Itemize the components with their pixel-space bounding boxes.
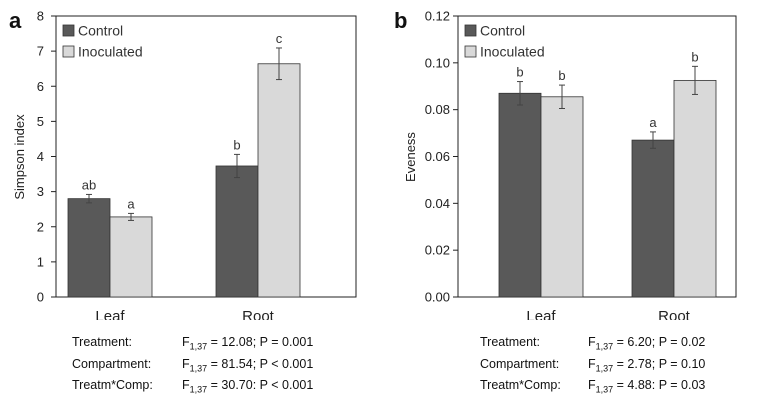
- significance-label: c: [276, 31, 283, 46]
- stat-label: Treatment:: [72, 335, 132, 349]
- stat-row-compartment-a: Compartment: F1,37 = 81.54; P < 0.001: [72, 356, 313, 378]
- y-tick-label-b: 0.12: [425, 9, 450, 24]
- stat-value: F1,37 = 30.70: P < 0.001: [182, 378, 314, 395]
- panel-label-b: b: [394, 8, 407, 33]
- x-category-label: Leaf: [526, 308, 556, 320]
- stat-value: F1,37 = 6.20; P = 0.02: [588, 335, 706, 352]
- stat-label: Compartment:: [72, 356, 152, 371]
- stat-row-treatment-a: Treatment: F1,37 = 12.08; P = 0.001: [72, 334, 313, 356]
- panel-label-a: a: [9, 8, 22, 33]
- y-tick-label-a: 7: [37, 44, 44, 59]
- y-tick-label-a: 8: [37, 9, 44, 24]
- y-tick-label-b: 0.08: [425, 102, 450, 117]
- significance-label: a: [127, 196, 135, 211]
- stat-label: Treatm*Comp:: [480, 378, 561, 392]
- y-tick-label-b: 0.06: [425, 149, 450, 164]
- stats-block-b: Treatment: F1,37 = 6.20; P = 0.02 Compar…: [480, 334, 705, 399]
- stat-label: Treatment:: [480, 335, 540, 349]
- y-axis-label-b: Eveness: [403, 132, 418, 182]
- stat-value: F1,37 = 4.88: P = 0.03: [588, 378, 706, 395]
- y-tick-label-a: 5: [37, 114, 44, 129]
- stat-value: F1,37 = 12.08; P = 0.001: [182, 335, 314, 352]
- y-tick-label-a: 2: [37, 219, 44, 234]
- stat-row-compartment-b: Compartment: F1,37 = 2.78; P = 0.10: [480, 356, 705, 378]
- significance-label: ab: [82, 177, 96, 192]
- stat-label: Treatm*Comp:: [72, 378, 153, 392]
- bar-control-root: [215, 165, 259, 298]
- plot-area-a: 0 1 2 3 4 5 6 7 8 ab a Leaf b c Root Control Inoculated: [37, 9, 357, 320]
- legend-swatch-control: [62, 24, 75, 37]
- legend-swatch-inoculated: [62, 45, 75, 58]
- stat-value: F1,37 = 2.78; P = 0.10: [588, 356, 706, 374]
- bar-inoculated-root: [257, 63, 301, 298]
- y-tick-label-a: 4: [37, 149, 44, 164]
- chart-b: b Eveness 0.00 0.02 0.04 0.06 0.08 0.10 0.12 b b…: [394, 8, 737, 320]
- legend-swatch-control: [464, 24, 477, 37]
- significance-label: b: [516, 65, 523, 80]
- x-category-label: Leaf: [95, 308, 125, 320]
- legend-label-control: Control: [78, 23, 123, 39]
- stat-row-interaction-b: Treatm*Comp: F1,37 = 4.88: P = 0.03: [480, 377, 705, 399]
- y-tick-label-b: 0.02: [425, 243, 450, 258]
- chart-a: a Simpson index 0 1 2 3 4 5 6 7 8 ab a Leaf b c Root Co…: [9, 8, 357, 320]
- y-tick-label-b: 0.10: [425, 55, 450, 70]
- significance-label: b: [233, 137, 240, 152]
- y-tick-label-a: 3: [37, 184, 44, 199]
- y-tick-label-a: 0: [37, 290, 44, 305]
- y-tick-label-b: 0.00: [425, 290, 450, 305]
- y-axis-label-a: Simpson index: [12, 114, 27, 200]
- x-category-label: Root: [658, 308, 691, 320]
- significance-label: b: [558, 68, 565, 83]
- legend-label-inoculated: Inoculated: [78, 44, 143, 60]
- plot-area-b: 0.00 0.02 0.04 0.06 0.08 0.10 0.12 b b Leaf a b Root…: [425, 9, 737, 320]
- stat-row-interaction-a: Treatm*Comp: F1,37 = 30.70: P < 0.001: [72, 377, 313, 399]
- legend-swatch-inoculated: [464, 45, 477, 58]
- bar-inoculated-leaf: [540, 96, 584, 298]
- y-tick-label-a: 1: [37, 254, 44, 269]
- x-category-label: Root: [242, 308, 275, 320]
- bar-inoculated-root: [673, 79, 717, 298]
- stat-label: Compartment:: [480, 356, 560, 371]
- significance-label: b: [691, 49, 698, 64]
- y-tick-label-b: 0.04: [425, 196, 450, 211]
- significance-label: a: [649, 115, 657, 130]
- bar-control-leaf: [67, 198, 111, 298]
- bar-control-leaf: [498, 92, 542, 298]
- bar-control-root: [631, 139, 675, 298]
- y-tick-label-a: 6: [37, 79, 44, 94]
- stats-block-a: Treatment: F1,37 = 12.08; P = 0.001 Comp…: [72, 334, 313, 399]
- stat-row-treatment-b: Treatment: F1,37 = 6.20; P = 0.02: [480, 334, 705, 356]
- bar-inoculated-leaf: [109, 216, 153, 298]
- stat-value: F1,37 = 81.54; P < 0.001: [182, 356, 314, 374]
- legend-label-inoculated: Inoculated: [480, 44, 545, 60]
- legend-label-control: Control: [480, 23, 525, 39]
